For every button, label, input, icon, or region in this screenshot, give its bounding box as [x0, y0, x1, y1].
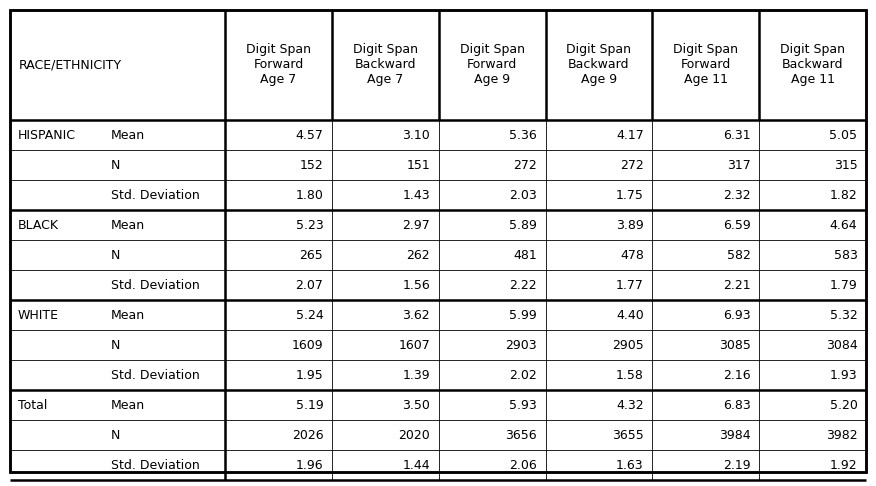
Text: 1.96: 1.96 [296, 458, 323, 471]
Text: 1609: 1609 [292, 339, 323, 351]
Text: 151: 151 [406, 158, 430, 172]
Text: 1.58: 1.58 [616, 368, 644, 382]
Text: 3984: 3984 [719, 429, 751, 441]
Text: WHITE: WHITE [18, 309, 59, 322]
Text: Digit Span
Forward
Age 11: Digit Span Forward Age 11 [674, 44, 738, 87]
Text: 2.21: 2.21 [723, 278, 751, 292]
Text: 5.93: 5.93 [509, 399, 537, 412]
Text: 1.79: 1.79 [830, 278, 858, 292]
Text: HISPANIC: HISPANIC [18, 128, 75, 141]
Text: 5.36: 5.36 [509, 128, 537, 141]
Text: 2.06: 2.06 [509, 458, 537, 471]
Text: Std. Deviation: Std. Deviation [111, 189, 200, 202]
Text: RACE/ETHNICITY: RACE/ETHNICITY [18, 58, 122, 71]
Text: 3655: 3655 [612, 429, 644, 441]
Text: 2.07: 2.07 [295, 278, 323, 292]
Text: 1.93: 1.93 [830, 368, 858, 382]
Text: Mean: Mean [111, 128, 145, 141]
Text: 1.39: 1.39 [402, 368, 430, 382]
Text: N: N [111, 158, 120, 172]
Text: 317: 317 [727, 158, 751, 172]
Text: 2.19: 2.19 [723, 458, 751, 471]
Text: Mean: Mean [111, 219, 145, 231]
Text: 3982: 3982 [826, 429, 858, 441]
Text: 5.32: 5.32 [830, 309, 858, 322]
Text: 4.17: 4.17 [616, 128, 644, 141]
Text: 6.83: 6.83 [723, 399, 751, 412]
Text: 1.80: 1.80 [295, 189, 323, 202]
Text: 6.93: 6.93 [723, 309, 751, 322]
Text: 3085: 3085 [718, 339, 751, 351]
Text: Digit Span
Forward
Age 9: Digit Span Forward Age 9 [460, 44, 525, 87]
Text: 2.22: 2.22 [509, 278, 537, 292]
Text: 1.63: 1.63 [616, 458, 644, 471]
Text: 262: 262 [406, 248, 430, 261]
Text: 6.31: 6.31 [723, 128, 751, 141]
Text: 583: 583 [834, 248, 858, 261]
Text: 1.95: 1.95 [295, 368, 323, 382]
Text: 5.99: 5.99 [509, 309, 537, 322]
Text: 265: 265 [300, 248, 323, 261]
Text: 5.20: 5.20 [830, 399, 858, 412]
Text: 2905: 2905 [612, 339, 644, 351]
Text: 152: 152 [300, 158, 323, 172]
Text: 4.40: 4.40 [616, 309, 644, 322]
Text: Digit Span
Backward
Age 7: Digit Span Backward Age 7 [353, 44, 418, 87]
Text: Mean: Mean [111, 309, 145, 322]
Text: 1.56: 1.56 [402, 278, 430, 292]
Text: 1.92: 1.92 [830, 458, 858, 471]
Text: Std. Deviation: Std. Deviation [111, 458, 200, 471]
Text: 1.43: 1.43 [402, 189, 430, 202]
Text: 481: 481 [513, 248, 537, 261]
Text: 2.32: 2.32 [723, 189, 751, 202]
Text: 4.64: 4.64 [830, 219, 858, 231]
Text: 3656: 3656 [505, 429, 537, 441]
Text: N: N [111, 248, 120, 261]
Text: Digit Span
Backward
Age 9: Digit Span Backward Age 9 [567, 44, 632, 87]
Text: 582: 582 [727, 248, 751, 261]
Text: 5.05: 5.05 [830, 128, 858, 141]
Text: 1.77: 1.77 [616, 278, 644, 292]
Text: 6.59: 6.59 [723, 219, 751, 231]
Text: 2020: 2020 [399, 429, 430, 441]
Text: 1.44: 1.44 [402, 458, 430, 471]
Text: 2903: 2903 [505, 339, 537, 351]
Text: BLACK: BLACK [18, 219, 59, 231]
Text: 5.89: 5.89 [509, 219, 537, 231]
Text: 2.97: 2.97 [402, 219, 430, 231]
Text: Mean: Mean [111, 399, 145, 412]
Text: Std. Deviation: Std. Deviation [111, 368, 200, 382]
Text: Std. Deviation: Std. Deviation [111, 278, 200, 292]
Text: 3.10: 3.10 [402, 128, 430, 141]
Text: 3.50: 3.50 [402, 399, 430, 412]
Text: 315: 315 [834, 158, 858, 172]
Text: 272: 272 [620, 158, 644, 172]
Text: 1607: 1607 [399, 339, 430, 351]
Text: 1.82: 1.82 [830, 189, 858, 202]
Text: 5.23: 5.23 [295, 219, 323, 231]
Text: 478: 478 [620, 248, 644, 261]
Text: 4.32: 4.32 [616, 399, 644, 412]
Text: 5.19: 5.19 [295, 399, 323, 412]
Text: 3084: 3084 [826, 339, 858, 351]
Text: Digit Span
Backward
Age 11: Digit Span Backward Age 11 [781, 44, 845, 87]
Text: 3.89: 3.89 [616, 219, 644, 231]
Text: N: N [111, 429, 120, 441]
Text: 1.75: 1.75 [616, 189, 644, 202]
Text: N: N [111, 339, 120, 351]
Text: 2.03: 2.03 [509, 189, 537, 202]
Text: 2.02: 2.02 [509, 368, 537, 382]
Text: 3.62: 3.62 [402, 309, 430, 322]
Text: 4.57: 4.57 [295, 128, 323, 141]
Text: 272: 272 [513, 158, 537, 172]
Text: 5.24: 5.24 [295, 309, 323, 322]
Text: 2026: 2026 [292, 429, 323, 441]
Text: Digit Span
Forward
Age 7: Digit Span Forward Age 7 [246, 44, 311, 87]
Text: 2.16: 2.16 [723, 368, 751, 382]
Text: Total: Total [18, 399, 47, 412]
